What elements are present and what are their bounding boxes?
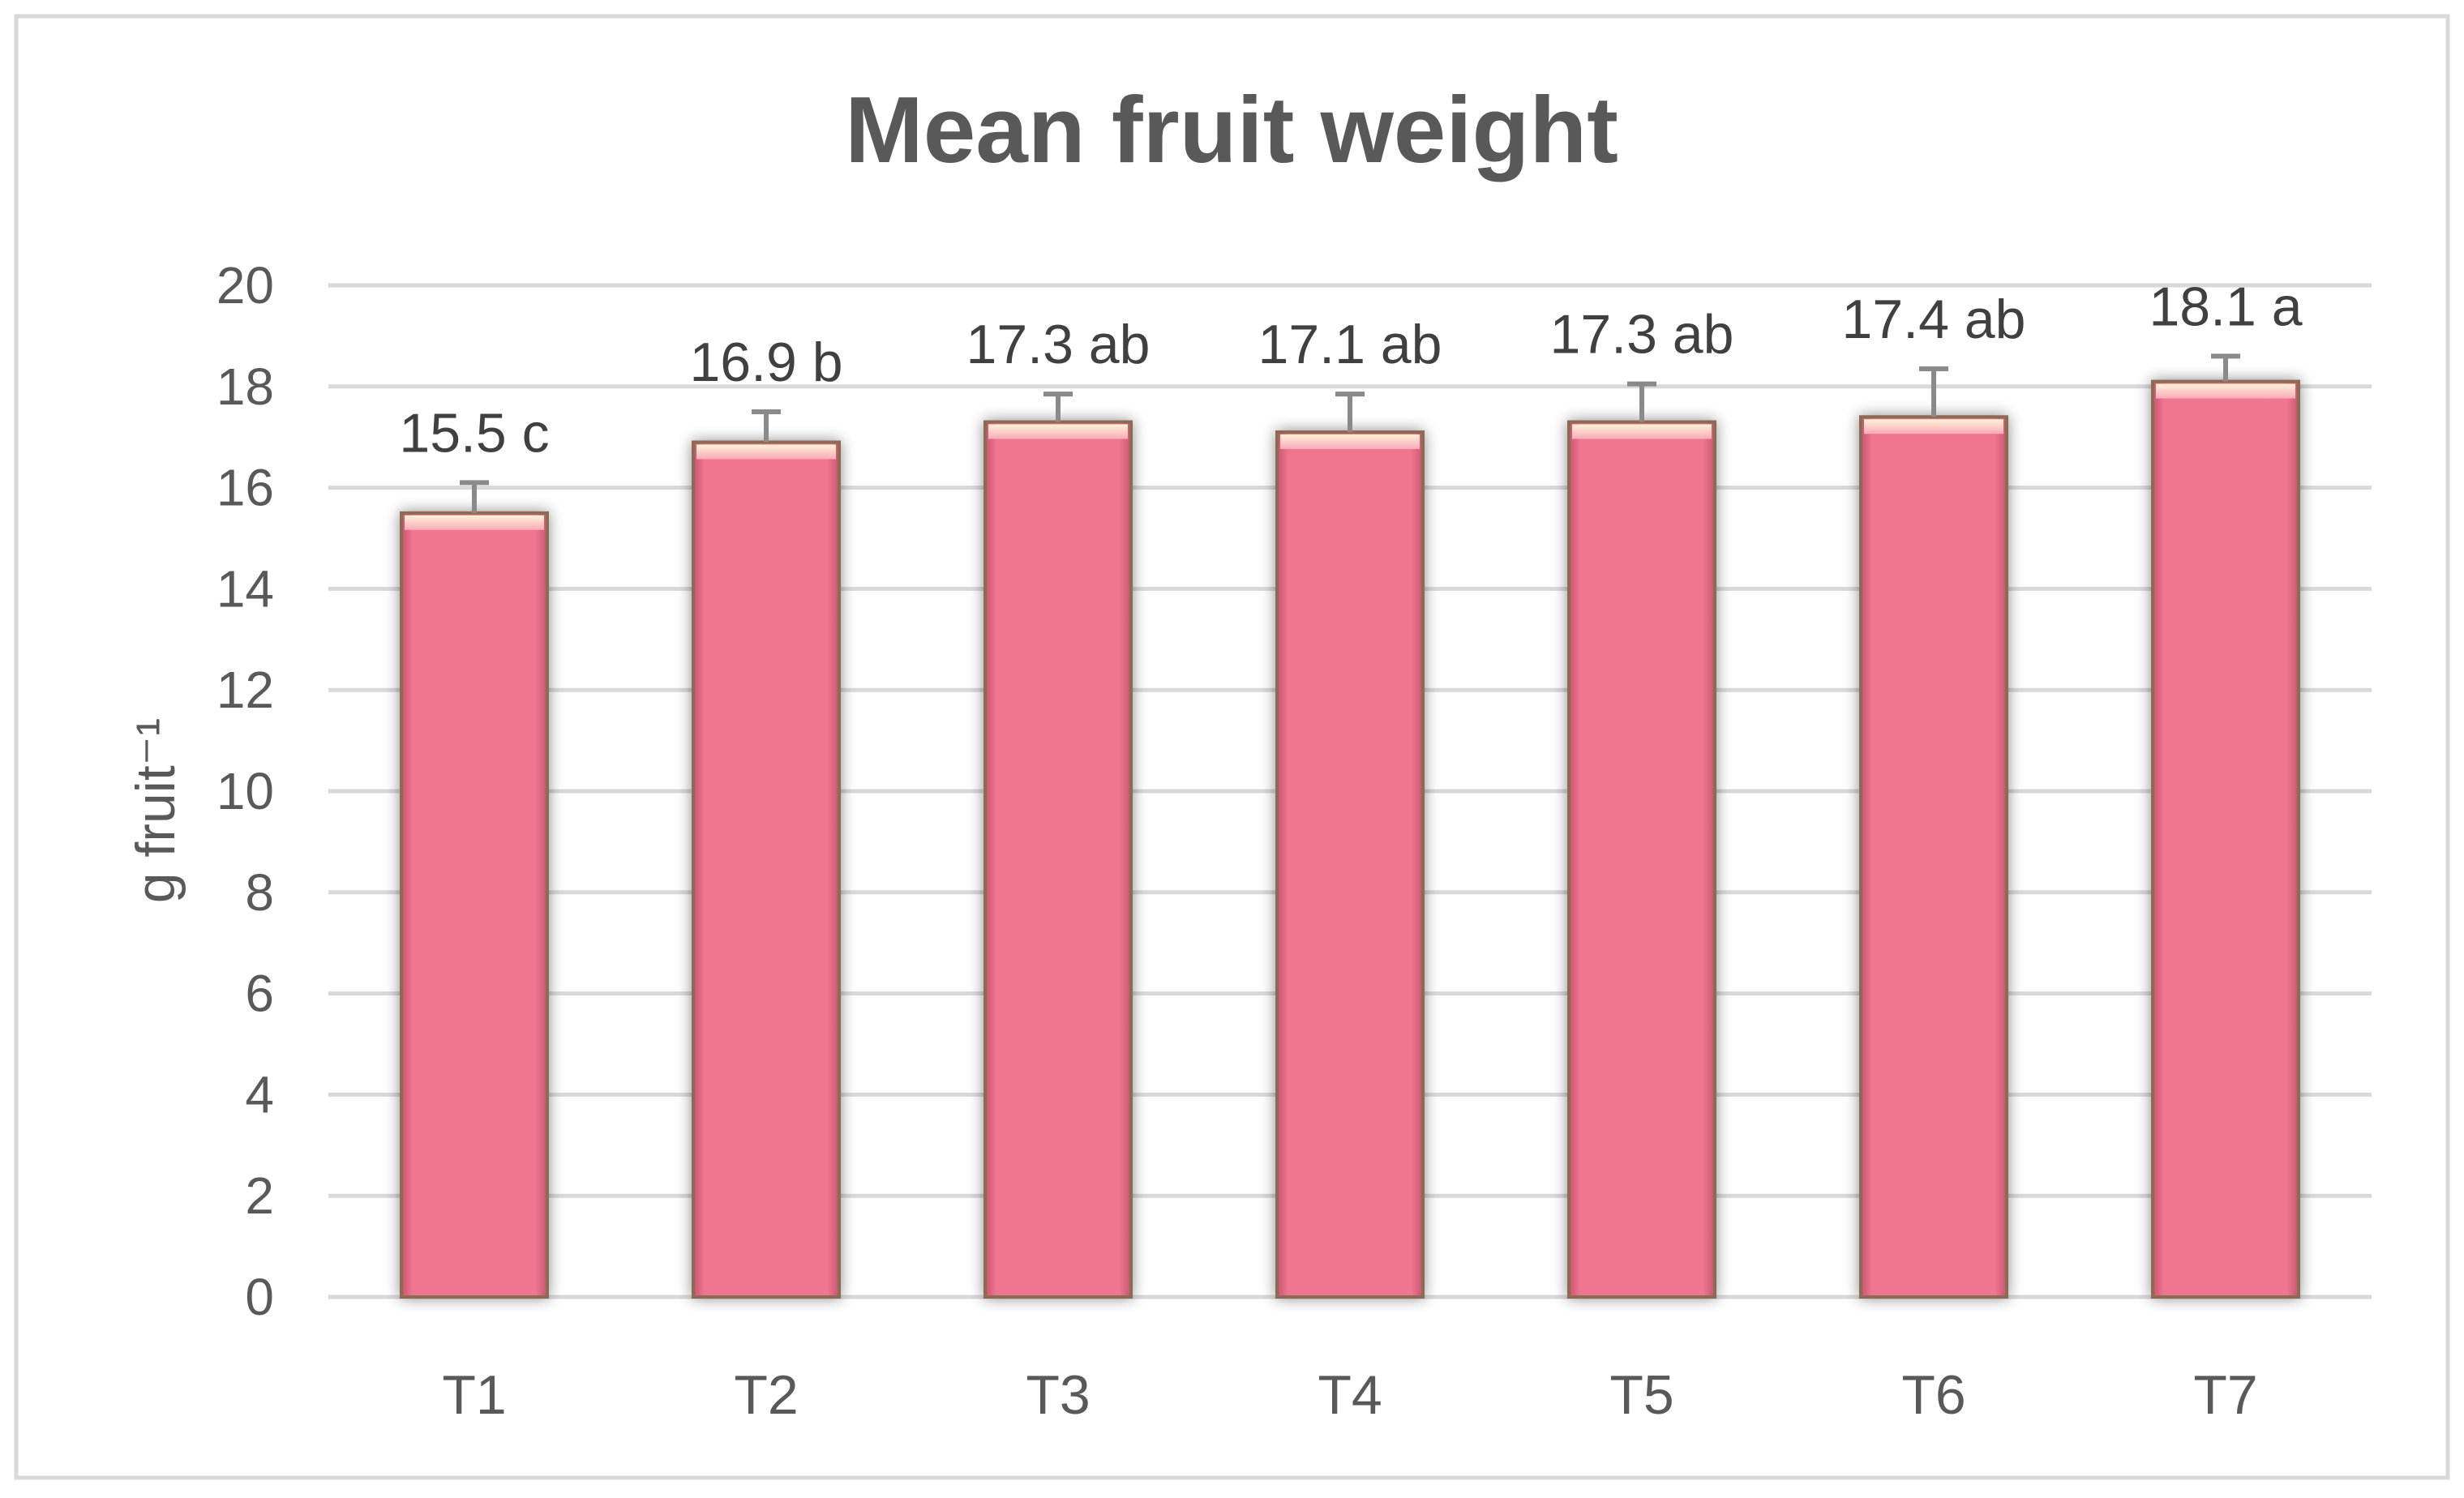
data-label: 18.1 a <box>2149 276 2302 337</box>
error-bars <box>460 353 2240 513</box>
y-tick-label: 8 <box>245 863 274 922</box>
y-tick-label: 18 <box>216 357 274 416</box>
y-axis-label: g fruit⁻¹ <box>125 718 186 904</box>
y-tick-labels: 0 2 4 6 8 10 12 14 16 18 20 <box>216 256 274 1326</box>
error-bar-t7 <box>2211 353 2240 382</box>
bar-top-highlight <box>696 444 836 460</box>
error-bar-t4 <box>1335 392 1365 432</box>
error-bar-t2 <box>752 409 781 443</box>
y-tick-label: 20 <box>216 256 274 315</box>
error-bar-t1 <box>460 480 489 513</box>
bar-t4 <box>1275 430 1425 1299</box>
x-tick-labels: T1 T2 T3 T4 T5 T6 T7 <box>442 1364 2257 1426</box>
bar-t5 <box>1567 420 1716 1299</box>
x-tick-label: T3 <box>1026 1364 1090 1426</box>
bar <box>983 420 1133 1299</box>
x-tick-label: T5 <box>1609 1364 1673 1426</box>
bar-top-highlight <box>1280 434 1420 449</box>
y-tick-label: 14 <box>216 559 274 618</box>
bar <box>2151 379 2300 1299</box>
x-tick-label: T2 <box>734 1364 798 1426</box>
y-tick-label: 10 <box>216 762 274 820</box>
bar-top-highlight <box>1572 424 1712 439</box>
data-label: 17.3 ab <box>966 314 1151 375</box>
y-tick-label: 12 <box>216 661 274 719</box>
bar <box>1567 420 1716 1299</box>
bar-top-highlight <box>988 424 1128 439</box>
bar-t2 <box>692 440 841 1299</box>
bar-t3 <box>983 420 1133 1299</box>
bar-top-highlight <box>2156 383 2295 399</box>
y-tick-label: 2 <box>245 1166 274 1225</box>
bar-t1 <box>400 511 549 1299</box>
bar-t7 <box>2151 379 2300 1299</box>
data-label: 17.4 ab <box>1842 289 2026 350</box>
bar <box>1859 415 2008 1299</box>
y-tick-label: 0 <box>245 1268 274 1326</box>
data-label: 15.5 c <box>399 402 549 464</box>
x-tick-label: T6 <box>1901 1364 1965 1426</box>
error-bar-t6 <box>1919 366 1948 417</box>
bar <box>692 440 841 1299</box>
chart-title: Mean fruit weight <box>845 77 1618 182</box>
data-label: 17.1 ab <box>1258 314 1442 375</box>
error-bar-t3 <box>1043 392 1073 422</box>
x-tick-label: T1 <box>442 1364 506 1426</box>
bars <box>400 379 2300 1299</box>
bar <box>400 511 549 1299</box>
x-tick-label: T4 <box>1318 1364 1382 1426</box>
bar <box>1275 430 1425 1299</box>
y-tick-label: 4 <box>245 1065 274 1124</box>
bar-top-highlight <box>1864 419 2003 434</box>
bar-top-highlight <box>405 515 544 530</box>
data-label: 16.9 b <box>689 332 842 393</box>
data-label: 17.3 ab <box>1550 304 1734 366</box>
bar-t6 <box>1859 415 2008 1299</box>
y-tick-label: 16 <box>216 459 274 517</box>
x-tick-label: T7 <box>2193 1364 2257 1426</box>
chart-border <box>14 14 2450 1480</box>
y-tick-label: 6 <box>245 965 274 1023</box>
data-labels: 15.5 c 16.9 b 17.3 ab 17.1 ab 17.3 ab 17.4 ab… <box>399 276 2302 464</box>
error-bar-t5 <box>1627 381 1656 422</box>
